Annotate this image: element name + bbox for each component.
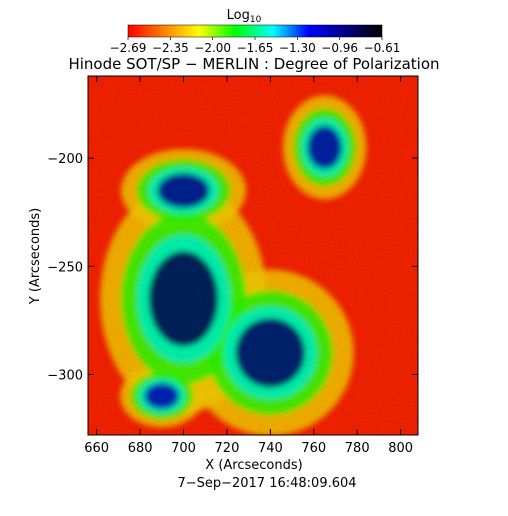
colorbar-tick-label: −2.69 bbox=[110, 41, 147, 55]
heatmap-regions bbox=[100, 95, 367, 436]
colorbar bbox=[127, 24, 383, 38]
colorbar-tick-label: −0.61 bbox=[364, 41, 401, 55]
x-tick-label: 740 bbox=[258, 441, 283, 456]
x-tick-label: 680 bbox=[128, 441, 153, 456]
x-tick-label: 660 bbox=[84, 441, 109, 456]
colorbar-tick-label: −1.30 bbox=[279, 41, 316, 55]
y-axis-ticks: −200 −250 −300 bbox=[47, 152, 418, 383]
colorbar-label: Log10 bbox=[227, 8, 262, 25]
colorbar-tick-label: −0.96 bbox=[321, 41, 358, 55]
heatmap-image bbox=[88, 76, 418, 436]
x-tick-label: 700 bbox=[171, 441, 196, 456]
colorbar-tick-label: −2.35 bbox=[152, 41, 189, 55]
colorbar-ticks: −2.69 −2.35 −2.00 −1.65 −1.30 −0.96 −0.61 bbox=[110, 37, 401, 55]
x-axis-label: X (Arcseconds) bbox=[205, 458, 302, 473]
heatmap-region bbox=[307, 125, 343, 169]
timestamp: 7−Sep−2017 16:48:09.604 bbox=[177, 476, 356, 491]
colorbar-tick-label: −1.65 bbox=[237, 41, 274, 55]
colorbar-tick-label: −2.00 bbox=[194, 41, 231, 55]
y-tick-label: −250 bbox=[47, 260, 83, 275]
heatmap-region bbox=[157, 173, 210, 208]
x-axis-ticks: 660 680 700 720 740 760 780 800 bbox=[84, 76, 413, 456]
x-tick-label: 780 bbox=[345, 441, 370, 456]
heatmap-region bbox=[148, 251, 219, 347]
x-tick-label: 720 bbox=[215, 441, 240, 456]
y-tick-label: −200 bbox=[47, 152, 83, 167]
y-tick-label: −300 bbox=[47, 368, 83, 383]
x-tick-label: 760 bbox=[301, 441, 326, 456]
x-tick-label: 800 bbox=[388, 441, 413, 456]
chart-title: Hinode SOT/SP − MERLIN : Degree of Polar… bbox=[68, 55, 439, 73]
heatmap-region bbox=[144, 383, 180, 410]
heatmap-region bbox=[235, 318, 306, 388]
y-axis-label: Y (Arcseconds) bbox=[28, 208, 43, 305]
plot-frame bbox=[87, 75, 419, 436]
